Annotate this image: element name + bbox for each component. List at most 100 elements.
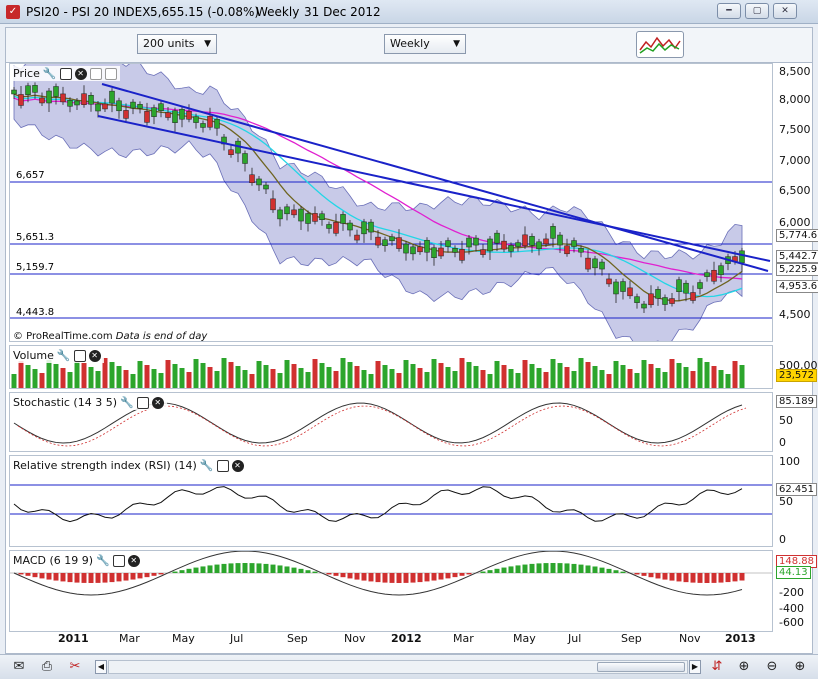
volume-bar <box>627 369 633 388</box>
close-icon[interactable]: ✕ <box>231 459 244 472</box>
volume-bar <box>67 372 73 388</box>
volume-bar <box>144 365 150 388</box>
macd-bar <box>270 564 276 573</box>
macd-bar <box>242 563 248 573</box>
candle-body <box>130 101 136 109</box>
candle-body <box>438 247 444 257</box>
macd-bar <box>599 567 605 573</box>
time-scrollbar[interactable] <box>108 660 688 674</box>
wrench-icon[interactable]: 🔧 <box>56 349 71 362</box>
volume-bar <box>550 359 556 388</box>
candle-body <box>382 239 388 246</box>
units-dropdown[interactable]: 200 units ▼ <box>137 34 217 54</box>
candle-body <box>452 248 458 253</box>
close-icon[interactable]: ✕ <box>151 396 164 409</box>
wrench-icon[interactable]: 🔧 <box>120 396 134 409</box>
volume-bar <box>228 362 234 388</box>
macd-bar <box>249 563 255 573</box>
wrench-icon[interactable]: 🔧 <box>96 554 110 567</box>
volume-bar <box>585 362 591 388</box>
macd-bar <box>543 563 549 573</box>
candle-body <box>270 198 276 211</box>
x-axis: 2011 Mar May Jul Sep Nov 2012 Mar May Jul Sep Nov 20… <box>8 632 772 650</box>
price-axis: 8,500 8,000 7,500 7,000 6,500 6,000 4,50… <box>776 63 818 342</box>
macd-bar <box>739 573 745 581</box>
candle-body <box>445 240 451 247</box>
window-icon[interactable] <box>73 349 86 362</box>
candle-body <box>368 221 374 233</box>
volume-bar <box>46 360 52 388</box>
volume-bar <box>200 363 206 388</box>
window-icon[interactable] <box>216 459 229 472</box>
macd-bar <box>382 573 388 583</box>
volume-bar <box>277 373 283 388</box>
period-dropdown[interactable]: Weekly ▼ <box>384 34 466 54</box>
volume-bar <box>39 373 45 388</box>
window-icon[interactable] <box>59 67 72 80</box>
window-icon[interactable] <box>112 554 125 567</box>
minimize-icon[interactable]: ━ <box>717 3 741 19</box>
scroll-left-button[interactable]: ◀ <box>95 660 107 674</box>
x-axis-label: Nov <box>679 632 701 645</box>
close-icon[interactable]: ✕ <box>74 67 87 80</box>
price-footer: © ProRealTime.com Data is end of day <box>13 331 207 342</box>
candle-body <box>648 293 654 306</box>
candle-body <box>501 240 507 250</box>
indicators-button[interactable] <box>636 31 684 58</box>
scroll-right-button[interactable]: ▶ <box>689 660 701 674</box>
window-title: PSI20 - PSI 20 INDEX <box>26 5 151 19</box>
volume-bar <box>711 366 717 388</box>
wrench-icon[interactable]: 🔧 <box>42 67 57 80</box>
candle-body <box>473 237 479 246</box>
candle-body <box>123 110 129 119</box>
axis-tick: 100 <box>779 455 800 468</box>
macd-bar <box>725 573 731 583</box>
macd-bar <box>228 563 234 573</box>
volume-bar <box>95 371 101 388</box>
zoom-in-icon[interactable]: ⊕ <box>794 659 806 674</box>
volume-bar <box>683 367 689 388</box>
close-icon[interactable]: ✕ <box>127 554 140 567</box>
macd-bar <box>494 568 500 573</box>
mail-icon[interactable]: ✉ <box>13 659 25 674</box>
zoom-fit-icon[interactable]: ⊕ <box>738 659 750 674</box>
macd-bar <box>396 573 402 583</box>
stochastic-panel-header: Stochastic (14 3 5) 🔧 ✕ <box>13 395 167 410</box>
macd-bar <box>571 563 577 573</box>
axis-tick: 50 <box>779 414 793 427</box>
layer-icon[interactable] <box>89 67 102 80</box>
chart-icon[interactable]: ⇵ <box>711 659 723 674</box>
scrollbar-thumb[interactable] <box>597 662 685 672</box>
wrench-icon[interactable]: 🔧 <box>199 459 214 472</box>
volume-bar <box>312 359 318 388</box>
volume-bar <box>515 373 521 388</box>
axis-tick: 0 <box>779 436 786 449</box>
macd-bar <box>25 573 31 576</box>
maximize-icon[interactable]: ▢ <box>745 3 769 19</box>
candle-body <box>32 85 38 93</box>
candle-body <box>319 213 325 221</box>
close-icon[interactable]: ✕ <box>773 3 797 19</box>
volume-bar <box>235 366 241 388</box>
macd-bar <box>690 573 696 583</box>
print-icon[interactable]: ⎙ <box>41 659 53 674</box>
candle-body <box>39 97 45 104</box>
zoom-out-icon[interactable]: ⊖ <box>766 659 778 674</box>
download-icon[interactable] <box>104 67 117 80</box>
macd-bar <box>536 563 542 573</box>
macd-bar <box>158 573 164 575</box>
candle-body <box>179 108 185 120</box>
window-date: 31 Dec 2012 <box>304 5 381 19</box>
candle-body <box>676 279 682 292</box>
macd-bar <box>263 563 269 573</box>
close-icon[interactable]: ✕ <box>88 349 101 362</box>
window-icon[interactable] <box>136 396 149 409</box>
candle-body <box>487 238 493 252</box>
axis-tick: 7,000 <box>779 154 811 167</box>
volume-bar <box>270 369 276 388</box>
scissors-icon[interactable]: ✂ <box>69 659 81 674</box>
volume-bar <box>130 374 136 388</box>
x-axis-label: 2011 <box>58 632 89 645</box>
macd-bar <box>417 573 423 583</box>
app-logo-icon: ✓ <box>6 5 20 19</box>
